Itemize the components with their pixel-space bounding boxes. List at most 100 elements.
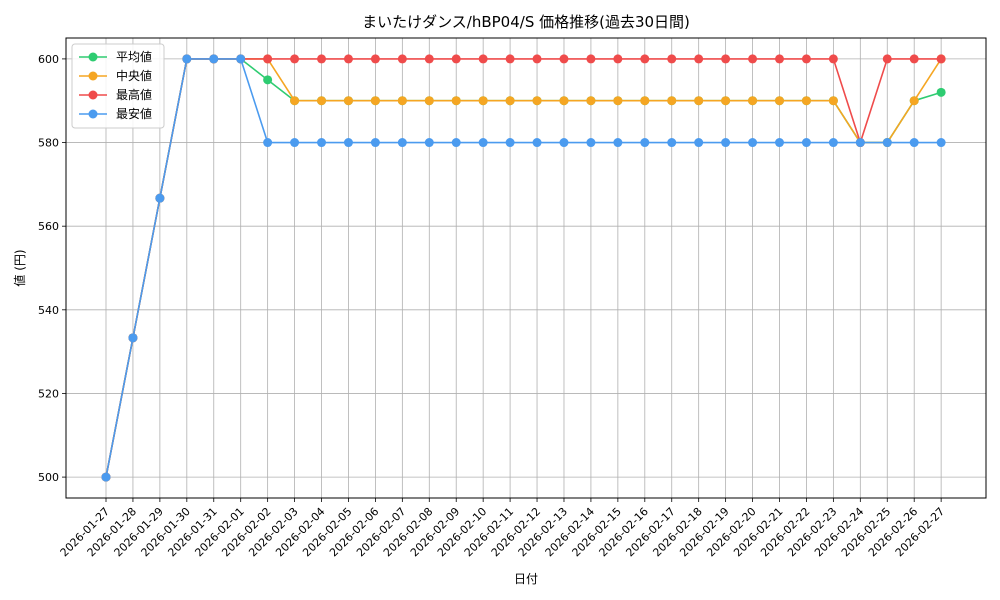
data-point [128, 333, 138, 343]
data-point [532, 96, 542, 106]
data-point [263, 138, 273, 148]
data-point [909, 138, 919, 148]
data-point [721, 96, 731, 106]
data-point [505, 96, 515, 106]
data-point [775, 138, 784, 148]
data-point [775, 54, 784, 64]
data-point [236, 54, 246, 64]
data-point [855, 138, 865, 148]
data-point [290, 54, 300, 64]
data-point [667, 54, 677, 64]
y-tick-label: 560 [38, 220, 59, 233]
data-point [936, 54, 946, 64]
legend-label: 最安値 [116, 106, 152, 121]
data-point [586, 54, 596, 64]
data-point [936, 138, 946, 148]
data-point [397, 138, 407, 148]
data-point [909, 96, 919, 106]
data-point [559, 138, 569, 148]
data-point [748, 54, 758, 64]
data-point [317, 96, 327, 106]
data-point [613, 54, 623, 64]
data-point [505, 54, 515, 64]
data-point [748, 138, 758, 148]
data-point [343, 138, 353, 148]
legend-label: 平均値 [116, 49, 152, 64]
data-point [801, 54, 811, 64]
data-point [263, 75, 273, 85]
legend-swatch-marker [88, 90, 98, 100]
legend-swatch-marker [88, 52, 98, 62]
data-point [694, 138, 704, 148]
data-point [694, 54, 704, 64]
data-point [613, 96, 623, 106]
data-point [101, 472, 111, 482]
data-point [909, 54, 919, 64]
chart-title: まいたけダンス/hBP04/S 価格推移(過去30日間) [362, 13, 690, 31]
data-point [721, 54, 731, 64]
data-point [343, 54, 353, 64]
y-tick-label: 500 [38, 471, 59, 484]
data-point [828, 96, 838, 106]
data-point [370, 54, 380, 64]
data-point [640, 138, 650, 148]
data-point [748, 96, 758, 106]
data-point [424, 54, 434, 64]
data-point [424, 138, 434, 148]
data-point [640, 96, 650, 106]
data-point [667, 96, 677, 106]
data-point [828, 54, 838, 64]
data-point [559, 96, 569, 106]
y-tick-label: 540 [38, 304, 59, 317]
x-axis-label: 日付 [514, 572, 538, 586]
plot-frame [65, 37, 987, 499]
data-point [694, 96, 704, 106]
y-axis-ticks: 500 520 540 560 580 600 [38, 53, 66, 484]
legend-label: 最高値 [116, 87, 152, 102]
data-point [721, 138, 731, 148]
data-point [775, 96, 784, 106]
data-point [317, 138, 327, 148]
data-point [478, 138, 488, 148]
y-axis-label: 値 (円) [12, 249, 27, 286]
data-point [370, 138, 380, 148]
data-point [451, 54, 461, 64]
legend-swatch-marker [88, 109, 98, 119]
y-tick-label: 600 [38, 53, 59, 66]
data-point [370, 96, 380, 106]
data-point [801, 96, 811, 106]
y-tick-label: 520 [38, 387, 59, 400]
data-point [478, 54, 488, 64]
data-point [936, 87, 946, 97]
data-point [263, 54, 273, 64]
data-point [397, 96, 407, 106]
data-point [451, 96, 461, 106]
data-point [559, 54, 569, 64]
series-group [101, 54, 946, 482]
data-point [801, 138, 811, 148]
data-point [424, 96, 434, 106]
data-point [317, 54, 327, 64]
series-3 [101, 54, 946, 482]
data-point [451, 138, 461, 148]
data-point [290, 96, 300, 106]
data-point [882, 138, 892, 148]
data-point [532, 54, 542, 64]
data-point [667, 138, 677, 148]
legend-swatch-marker [88, 71, 98, 81]
data-point [343, 96, 353, 106]
data-point [290, 138, 300, 148]
data-point [155, 193, 165, 203]
data-point [532, 138, 542, 148]
data-point [182, 54, 192, 64]
legend-label: 中央値 [116, 68, 152, 83]
data-point [828, 138, 838, 148]
data-point [613, 138, 623, 148]
data-point [882, 54, 892, 64]
data-point [586, 96, 596, 106]
data-point [640, 54, 650, 64]
data-point [505, 138, 515, 148]
data-point [397, 54, 407, 64]
